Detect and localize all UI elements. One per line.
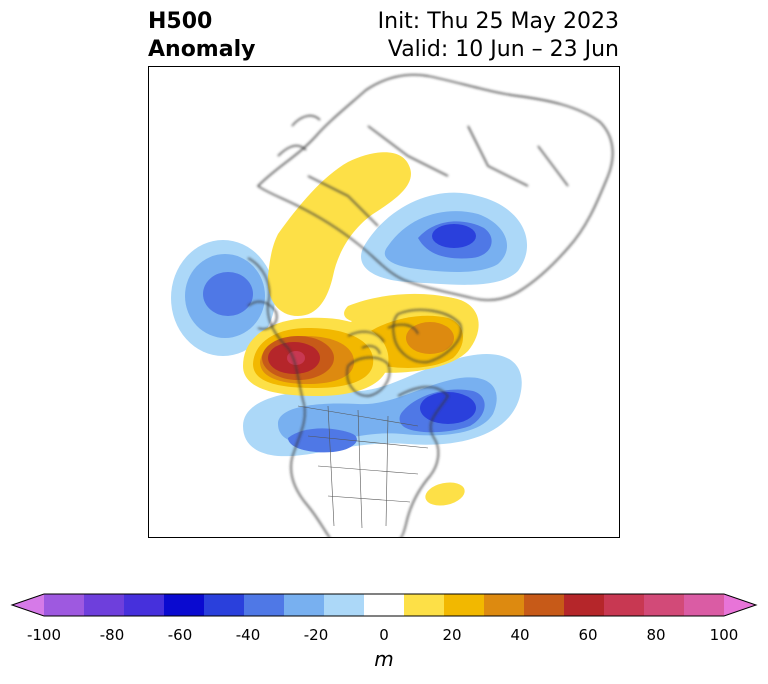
colorbar-cell	[644, 594, 685, 616]
colorbar-tick-label: 80	[646, 626, 666, 644]
anomaly-map	[148, 66, 620, 538]
title-field: Anomaly	[148, 37, 256, 62]
init-date: Init: Thu 25 May 2023	[377, 9, 619, 34]
colorbar-cell	[244, 594, 285, 616]
colorbar-cell	[604, 594, 645, 616]
title-block-left: H500 Anomaly	[148, 8, 255, 64]
colorbar-cell	[284, 594, 325, 616]
eastern-canada-trough	[243, 353, 522, 457]
colorbar-tick-label: 40	[510, 626, 530, 644]
colorbar-cells	[44, 594, 725, 616]
siberia-trough	[361, 192, 528, 285]
colorbar-unit: m	[374, 647, 394, 671]
colorbar-tick-label: 0	[379, 626, 389, 644]
colorbar-cell	[524, 594, 565, 616]
colorbar-extend-low	[12, 594, 44, 616]
colorbar-extend-high	[724, 594, 756, 616]
colorbar-cell	[124, 594, 165, 616]
colorbar-cell	[204, 594, 245, 616]
colorbar-cell	[404, 594, 445, 616]
colorbar-cell	[364, 594, 405, 616]
colorbar-cell	[564, 594, 605, 616]
state-borders	[297, 405, 429, 529]
map-frame	[148, 66, 620, 538]
colorbar-cell	[324, 594, 365, 616]
title-block-right: Init: Thu 25 May 2023 Valid: 10 Jun – 23…	[378, 8, 619, 64]
colorbar-tick-label: -20	[303, 626, 329, 644]
colorbar-cell	[484, 594, 525, 616]
coastlines	[247, 74, 614, 538]
colorbar-cell	[684, 594, 725, 616]
colorbar-tick-label: 100	[709, 626, 739, 644]
colorbar	[10, 593, 758, 617]
north-pacific-trough	[171, 240, 275, 356]
colorbar-tick-label: 60	[578, 626, 598, 644]
atlantic-ridge	[425, 482, 465, 506]
colorbar-cell	[444, 594, 485, 616]
colorbar-tick-label: -40	[235, 626, 261, 644]
colorbar-cell	[44, 594, 85, 616]
colorbar-cell	[84, 594, 125, 616]
colorbar-tick-label: -80	[99, 626, 125, 644]
title-variable: H500	[148, 9, 213, 34]
colorbar-tick-label: -60	[167, 626, 193, 644]
colorbar-tick-label: -100	[26, 626, 62, 644]
colorbar-outline	[10, 593, 758, 617]
colorbar-cell	[164, 594, 205, 616]
colorbar-tick-label: 20	[442, 626, 462, 644]
valid-range: Valid: 10 Jun – 23 Jun	[387, 37, 619, 62]
